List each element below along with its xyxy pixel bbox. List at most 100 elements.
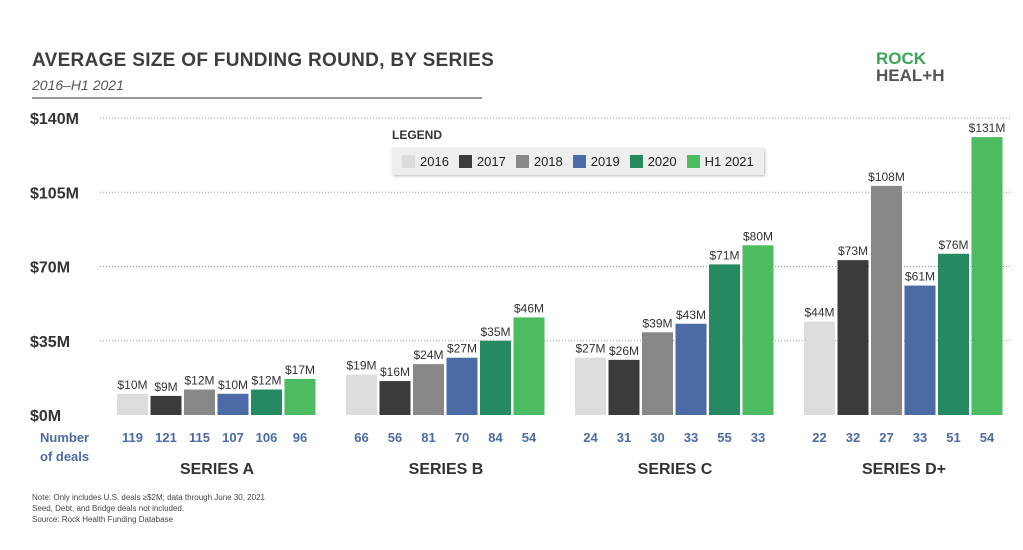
y-tick-label: $140M (30, 111, 79, 128)
legend-swatch (629, 155, 643, 168)
bar (117, 393, 148, 415)
legend-swatch (572, 155, 586, 168)
chart-subtitle: 2016–H1 2021 (32, 77, 124, 93)
bar (480, 340, 511, 415)
bar (904, 285, 936, 415)
bar (413, 364, 444, 415)
deal-count: 33 (751, 430, 765, 445)
data-label: $12M (251, 374, 281, 388)
legend-label: 2018 (533, 154, 563, 169)
legend-label: 2020 (647, 154, 677, 169)
legend-label: H1 2021 (704, 154, 754, 169)
data-label: $80M (743, 229, 773, 243)
legend-box: 2016 2017 2018 2019 2020 H1 2021 (392, 148, 764, 175)
legend-item: 2016 (402, 154, 449, 169)
data-label: $61M (905, 270, 935, 284)
deals-label: of deals (40, 449, 89, 464)
legend-swatch (402, 155, 415, 168)
deal-count: 66 (354, 430, 368, 445)
bar (284, 378, 316, 415)
bar (608, 359, 640, 415)
y-tick-label: $70M (30, 260, 70, 277)
legend-label: 2017 (476, 154, 506, 169)
bar (742, 245, 774, 415)
deal-count: 84 (488, 430, 503, 445)
data-label: $27M (575, 342, 605, 356)
legend-item: 2019 (572, 154, 620, 169)
legend: LEGEND 2016 2017 2018 2019 2020 H1 2021 (392, 128, 764, 175)
category-label: SERIES A (180, 461, 255, 478)
y-tick-label: $0M (30, 408, 61, 425)
deal-count: 119 (122, 430, 143, 445)
legend-item: 2020 (629, 154, 677, 169)
legend-item: H1 2021 (686, 154, 754, 169)
legend-item: 2018 (515, 154, 563, 169)
bar (938, 253, 969, 415)
bar (251, 389, 282, 415)
bar (804, 321, 835, 415)
bar (150, 395, 182, 415)
bar (642, 332, 673, 415)
bar (837, 260, 869, 415)
bar (575, 357, 606, 415)
title-divider (32, 97, 482, 99)
deal-count: 33 (913, 430, 927, 445)
logo-line1: ROCK (876, 49, 927, 68)
bar (675, 323, 707, 415)
bar (513, 317, 545, 415)
bar (709, 264, 740, 415)
category-label: SERIES D+ (862, 461, 946, 478)
chart-title: AVERAGE SIZE OF FUNDING ROUND, BY SERIES (32, 50, 495, 71)
data-label: $26M (609, 344, 639, 358)
data-label: $27M (447, 342, 477, 356)
data-label: $76M (938, 238, 968, 252)
deals-label: Number (40, 430, 89, 445)
bar (379, 381, 411, 415)
rock-health-logo: ROCK HEAL+H (876, 50, 944, 84)
deal-count: 33 (684, 430, 698, 445)
data-label: $10M (218, 378, 248, 392)
data-label: $131M (969, 121, 1006, 135)
legend-item: 2017 (458, 154, 506, 169)
logo-line2: HEAL+H (876, 66, 945, 85)
y-tick-label: $105M (30, 185, 79, 202)
bar (871, 185, 902, 415)
deal-count: 121 (155, 430, 177, 445)
deal-count: 27 (879, 430, 893, 445)
data-label: $108M (868, 170, 905, 184)
deal-count: 107 (222, 430, 244, 445)
data-label: $46M (514, 301, 544, 315)
data-label: $12M (184, 374, 214, 388)
legend-label: 2019 (590, 154, 620, 169)
deal-count: 24 (583, 430, 598, 445)
data-label: $10M (117, 378, 147, 392)
deal-count: 55 (717, 430, 731, 445)
deal-count: 54 (522, 430, 537, 445)
deal-count: 30 (650, 430, 664, 445)
legend-swatch (515, 155, 529, 168)
data-label: $9M (154, 380, 177, 394)
legend-label: 2016 (420, 154, 449, 169)
deal-count: 54 (980, 430, 995, 445)
legend-title: LEGEND (392, 128, 443, 142)
deal-count: 96 (293, 430, 307, 445)
deal-count: 70 (455, 430, 469, 445)
legend-swatch (686, 155, 700, 168)
deal-count: 115 (189, 430, 210, 445)
y-tick-label: $35M (30, 334, 70, 351)
data-label: $35M (480, 325, 510, 339)
bar (971, 137, 1003, 416)
category-label: SERIES B (409, 461, 484, 478)
deal-count: 106 (256, 430, 278, 445)
data-label: $19M (346, 359, 376, 373)
data-label: $73M (838, 244, 868, 258)
data-label: $43M (676, 308, 706, 322)
legend-swatch (458, 155, 472, 168)
deal-count: 32 (846, 430, 860, 445)
deal-count: 31 (617, 430, 631, 445)
note-line: Note: Only includes U.S. deals ≥$2M; dat… (32, 493, 265, 502)
deal-count: 51 (946, 430, 960, 445)
deal-count: 22 (812, 430, 826, 445)
bar (446, 357, 478, 415)
